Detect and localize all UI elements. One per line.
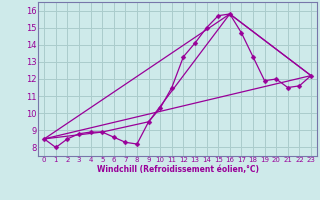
X-axis label: Windchill (Refroidissement éolien,°C): Windchill (Refroidissement éolien,°C) — [97, 165, 259, 174]
